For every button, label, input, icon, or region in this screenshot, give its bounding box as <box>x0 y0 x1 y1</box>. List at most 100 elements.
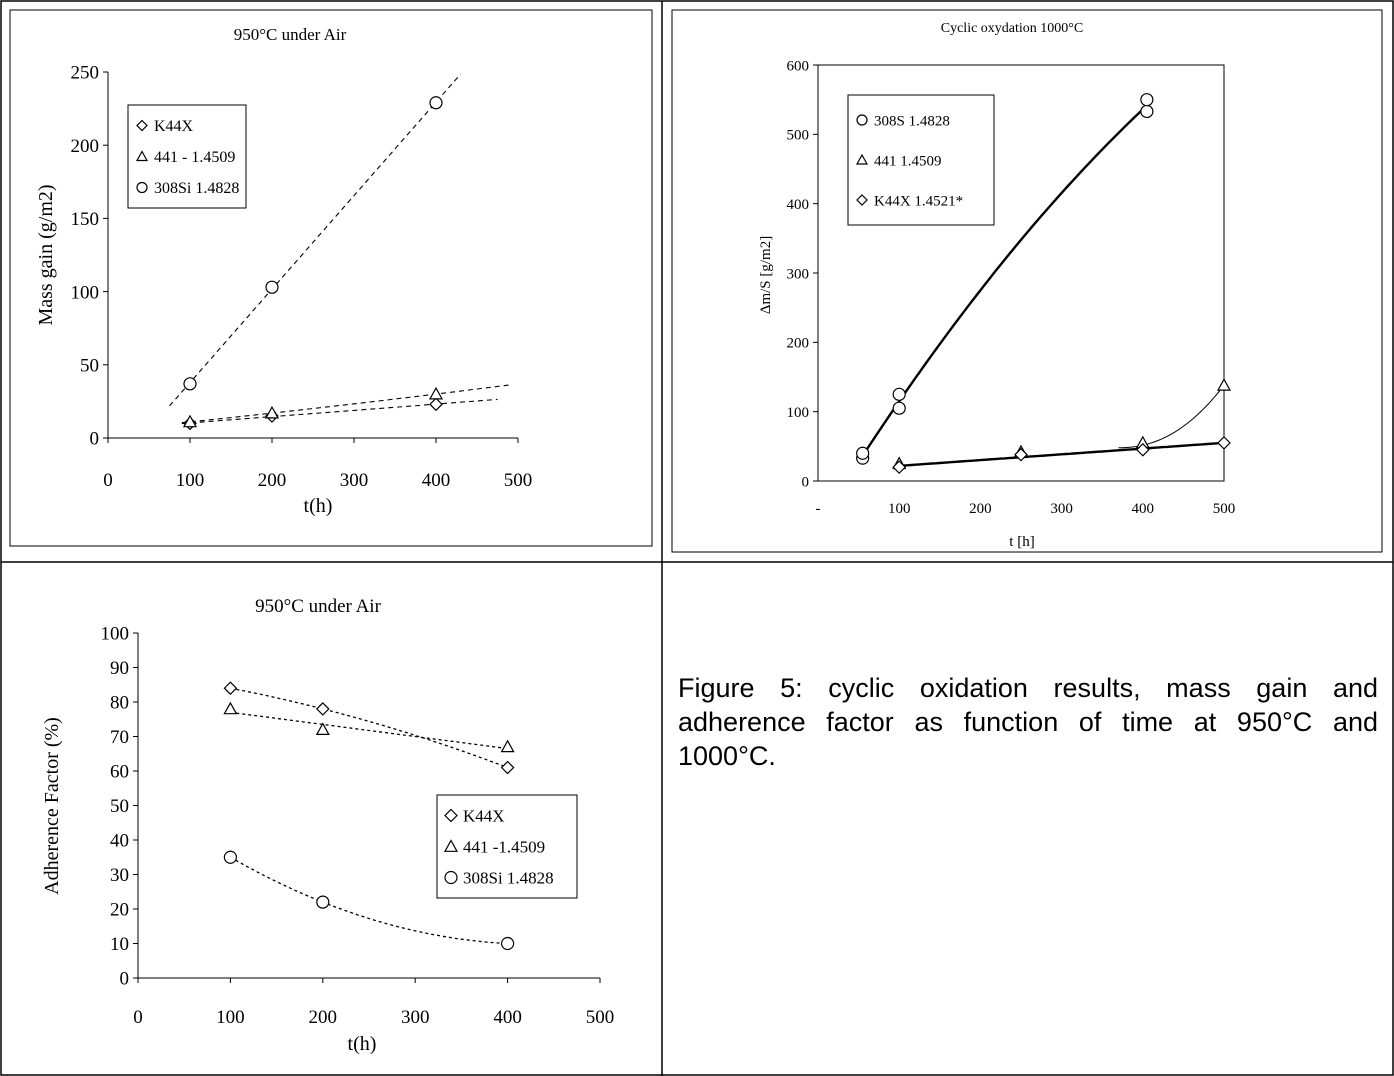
legend-box <box>127 104 247 209</box>
data-point <box>428 386 444 400</box>
y-tick-label: 70 <box>110 727 129 748</box>
legend-marker <box>135 150 149 162</box>
cyclic-oxidation-1000-chart: 0 100 200 300 400 500 600 - 100 200 300 400 500 Cycli… <box>671 9 1383 553</box>
data-point <box>892 387 906 401</box>
y-axis-label: Mass gain (g/m2) <box>35 184 57 325</box>
y-tick-label: 60 <box>110 762 129 783</box>
x-tick-label: 100 <box>888 501 911 517</box>
y-tick-label: 0 <box>120 969 130 990</box>
data-point <box>892 401 906 415</box>
data-point <box>1140 104 1154 119</box>
x-tick-label: 0 <box>133 1007 143 1028</box>
series-circle <box>169 73 462 407</box>
x-tick-label: 300 <box>340 470 369 491</box>
data-point <box>182 414 198 428</box>
x-tick-label: 0 <box>103 470 113 491</box>
legend-box <box>436 794 578 899</box>
data-point <box>429 96 443 110</box>
mass-gain-950-chart: 0 50 100 150 200 250 0 100 200 300 400 500 950°C und… <box>9 9 653 547</box>
trendline <box>230 687 508 769</box>
legend-label: 308Si 1.4828 <box>463 868 554 887</box>
chart-title: 950°C under Air <box>234 25 347 44</box>
chart-frame <box>9 9 653 547</box>
y-tick-label: 300 <box>787 266 810 282</box>
legend-label: 308Si 1.4828 <box>154 180 239 197</box>
x-tick-label: 100 <box>216 1007 245 1028</box>
chart-title: 950°C under Air <box>255 596 381 617</box>
legend-marker <box>443 839 459 852</box>
y-tick-label: 600 <box>787 58 810 74</box>
data-point <box>183 377 197 391</box>
data-point <box>856 446 870 460</box>
data-point <box>1216 378 1232 391</box>
x-tick-label: 300 <box>1050 501 1073 517</box>
y-tick-label: 0 <box>802 474 810 490</box>
series-circle <box>856 93 1154 465</box>
y-tick-label: 30 <box>110 865 129 886</box>
y-tick-label: 20 <box>110 900 129 921</box>
chart-title: Cyclic oxydation 1000°C <box>941 21 1083 36</box>
legend-marker <box>136 181 148 194</box>
x-tick-label: 100 <box>176 470 205 491</box>
y-axis-label: Adherence Factor (%) <box>41 717 63 895</box>
x-tick-label: 200 <box>258 470 287 491</box>
legend-label: K44X <box>463 806 505 825</box>
data-point <box>223 850 237 864</box>
x-tick-label: 400 <box>493 1007 522 1028</box>
legend-label: K44X 1.4521* <box>874 193 963 209</box>
series-circle <box>223 850 515 951</box>
x-axis-label: t(h) <box>304 495 333 517</box>
y-tick-label: 100 <box>71 282 100 303</box>
x-tick-label: 400 <box>422 470 451 491</box>
data-point <box>501 936 515 951</box>
x-tick-label: 300 <box>401 1007 430 1028</box>
series-diamond <box>223 681 515 775</box>
data-point <box>1135 442 1150 457</box>
data-point <box>1140 93 1154 107</box>
legend-label: 308S 1.4828 <box>874 113 950 129</box>
y-tick-label: 50 <box>80 355 99 376</box>
data-point <box>1217 436 1231 450</box>
y-tick-label: 90 <box>110 658 129 679</box>
legend-marker <box>444 808 458 823</box>
series-diamond <box>181 397 498 431</box>
x-tick-label: 200 <box>309 1007 338 1028</box>
y-axis-label: Δm/S [g/m2] <box>758 236 774 314</box>
legend-label: 441 - 1.4509 <box>154 149 235 166</box>
y-tick-label: 50 <box>110 796 129 817</box>
data-point <box>1014 447 1028 462</box>
data-point <box>265 280 279 294</box>
x-tick-label: - <box>816 501 821 517</box>
x-tick-label: 500 <box>1213 501 1236 517</box>
data-point <box>500 739 515 753</box>
y-tick-label: 200 <box>71 136 100 157</box>
series-diamond <box>892 436 1231 474</box>
x-axis-label: t [h] <box>1009 534 1034 550</box>
data-point <box>892 460 907 474</box>
y-tick-label: 200 <box>787 336 810 352</box>
legend-marker <box>856 194 868 206</box>
trendline <box>181 384 510 424</box>
y-tick-label: 80 <box>110 693 129 714</box>
x-tick-label: 500 <box>586 1007 615 1028</box>
y-tick-label: 100 <box>101 624 130 645</box>
legend-label: 441 1.4509 <box>874 153 942 169</box>
legend-marker <box>855 153 869 165</box>
trendline <box>230 856 508 945</box>
chart-frame <box>671 9 1383 553</box>
trendline <box>169 73 462 407</box>
data-point <box>315 702 330 716</box>
trendline <box>181 398 498 425</box>
y-tick-label: 250 <box>71 63 100 84</box>
y-tick-label: 100 <box>787 405 810 421</box>
y-tick-label: 400 <box>787 197 810 213</box>
series-triangle <box>181 384 510 428</box>
trendline <box>861 108 1144 457</box>
data-point <box>264 405 280 419</box>
legend-marker <box>136 119 148 132</box>
data-point <box>316 895 330 909</box>
y-tick-label: 40 <box>110 831 129 852</box>
data-point <box>223 681 238 696</box>
x-axis-label: t(h) <box>348 1033 377 1055</box>
